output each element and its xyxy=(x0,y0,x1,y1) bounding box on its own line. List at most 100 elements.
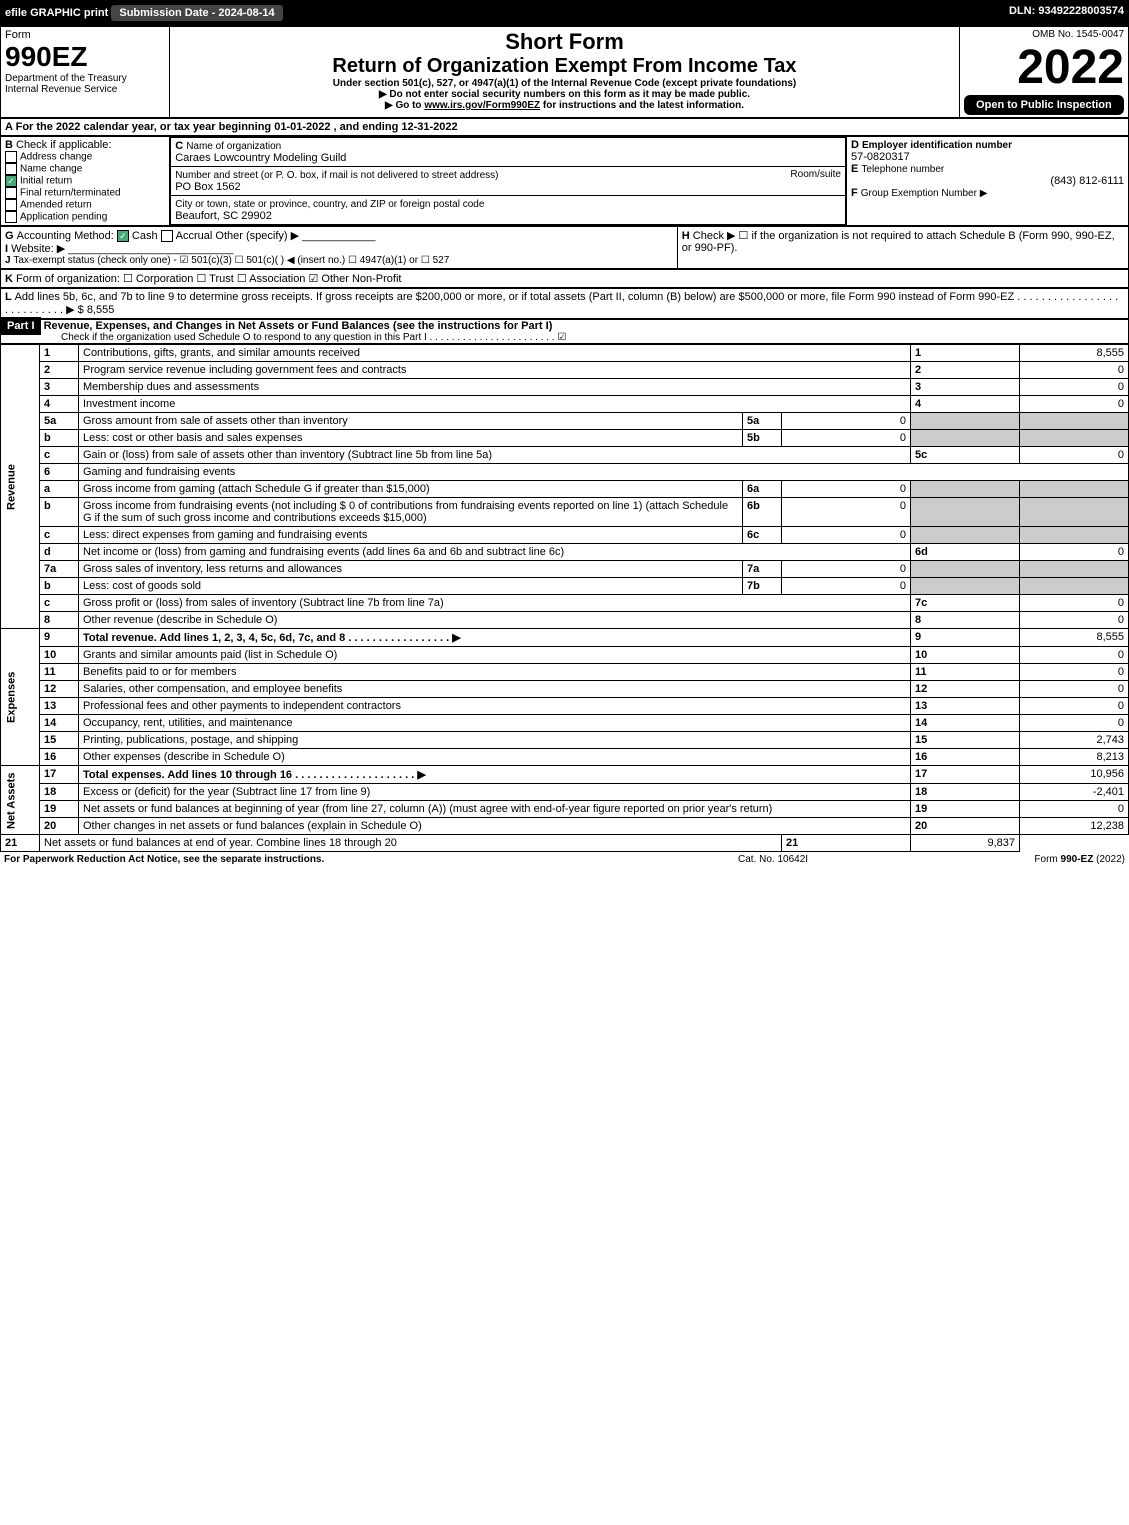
line-value: 0 xyxy=(1020,681,1129,698)
line-num: 18 xyxy=(40,784,79,801)
b-opt-2[interactable]: ✓ xyxy=(5,175,17,187)
phone: (843) 812-6111 xyxy=(851,175,1124,187)
line-num: 7a xyxy=(40,561,79,578)
line-num: 21 xyxy=(1,835,40,852)
cat: Cat. No. 10642I xyxy=(734,852,909,867)
short-form: Short Form xyxy=(174,29,955,55)
line-num: b xyxy=(40,578,79,595)
line-text: Excess or (deficit) for the year (Subtra… xyxy=(79,784,911,801)
form-label: Form xyxy=(5,29,165,41)
city-label: City or town, state or province, country… xyxy=(175,199,484,210)
H: Check ▶ ☐ if the organization is not req… xyxy=(682,230,1115,254)
line-value: 0 xyxy=(1020,595,1129,612)
line-value: 0 xyxy=(1020,544,1129,561)
accrual-checkbox[interactable] xyxy=(161,230,173,242)
L: L Add lines 5b, 6c, and 7b to line 9 to … xyxy=(1,289,1129,319)
line-text: Benefits paid to or for members xyxy=(79,664,911,681)
line-text: Less: cost or other basis and sales expe… xyxy=(79,430,743,447)
line-num: 16 xyxy=(40,749,79,766)
line-text: Professional fees and other payments to … xyxy=(79,698,911,715)
line-value: 0 xyxy=(1020,447,1129,464)
line-value: 0 xyxy=(1020,379,1129,396)
efile-label: efile GRAPHIC print xyxy=(5,7,108,19)
line-value: 0 xyxy=(1020,396,1129,413)
pra: For Paperwork Reduction Act Notice, see … xyxy=(0,852,734,867)
form-header: Form 990EZ Department of the Treasury In… xyxy=(0,26,1129,118)
line-num: 4 xyxy=(40,396,79,413)
line-text: Gross sales of inventory, less returns a… xyxy=(79,561,743,578)
street-label: Number and street (or P. O. box, if mail… xyxy=(175,170,498,181)
line-text: Other expenses (describe in Schedule O) xyxy=(79,749,911,766)
irs-link[interactable]: www.irs.gov/Form990EZ xyxy=(424,100,540,111)
part1-title: Revenue, Expenses, and Changes in Net As… xyxy=(44,320,553,332)
dept: Department of the Treasury xyxy=(5,73,165,84)
cash-checkbox[interactable]: ✓ xyxy=(117,230,129,242)
line-num: c xyxy=(40,527,79,544)
B-label: Check if applicable: xyxy=(16,139,111,151)
line-num: 8 xyxy=(40,612,79,629)
line-value: 8,555 xyxy=(1020,345,1129,362)
line-text: Total revenue. Add lines 1, 2, 3, 4, 5c,… xyxy=(79,629,911,647)
open-public: Open to Public Inspection xyxy=(964,95,1124,115)
line-num: 1 xyxy=(40,345,79,362)
line-value: 9,837 xyxy=(911,835,1020,852)
line-value: 10,956 xyxy=(1020,766,1129,784)
line-text: Other revenue (describe in Schedule O) xyxy=(79,612,911,629)
line-num: 19 xyxy=(40,801,79,818)
line-text: Less: direct expenses from gaming and fu… xyxy=(79,527,743,544)
line-text: Net assets or fund balances at end of ye… xyxy=(40,835,782,852)
section-rev: Revenue xyxy=(1,345,40,629)
line-text: Total expenses. Add lines 10 through 16 … xyxy=(79,766,911,784)
line-num: d xyxy=(40,544,79,561)
line-num: c xyxy=(40,447,79,464)
irs: Internal Revenue Service xyxy=(5,84,165,95)
b-opt-1[interactable] xyxy=(5,163,17,175)
b-opt-4[interactable] xyxy=(5,199,17,211)
line-num: 5a xyxy=(40,413,79,430)
line-text: Other changes in net assets or fund bala… xyxy=(79,818,911,835)
E-label: Telephone number xyxy=(861,164,944,175)
line-num: 6 xyxy=(40,464,79,481)
F-label: Group Exemption Number ▶ xyxy=(861,188,988,199)
line-text: Net income or (loss) from gaming and fun… xyxy=(79,544,911,561)
form-number: 990EZ xyxy=(5,41,165,73)
dln: DLN: 93492228003574 xyxy=(790,1,1128,26)
section-net: Net Assets xyxy=(1,766,40,835)
line-value: 0 xyxy=(1020,698,1129,715)
line-value: 8,555 xyxy=(1020,629,1129,647)
warn1: ▶ Do not enter social security numbers o… xyxy=(174,89,955,100)
line-num: 14 xyxy=(40,715,79,732)
line-text: Investment income xyxy=(79,396,911,413)
line-num: 15 xyxy=(40,732,79,749)
section-exp: Expenses xyxy=(1,629,40,766)
line-text: Gain or (loss) from sale of assets other… xyxy=(79,447,911,464)
line-num: 10 xyxy=(40,647,79,664)
city: Beaufort, SC 29902 xyxy=(175,210,272,222)
submission-date: Submission Date - 2024-08-14 xyxy=(111,5,282,21)
line-value: 0 xyxy=(1020,801,1129,818)
line-value: 8,213 xyxy=(1020,749,1129,766)
line-text: Gross amount from sale of assets other t… xyxy=(79,413,743,430)
line-text: Occupancy, rent, utilities, and maintena… xyxy=(79,715,911,732)
ein: 57-0820317 xyxy=(851,151,1124,163)
line-num: 3 xyxy=(40,379,79,396)
line-num: b xyxy=(40,430,79,447)
line-value: 0 xyxy=(1020,612,1129,629)
line-value: 0 xyxy=(1020,715,1129,732)
line-num: 17 xyxy=(40,766,79,784)
b-opt-3[interactable] xyxy=(5,187,17,199)
line-num: 9 xyxy=(40,629,79,647)
line-num: 11 xyxy=(40,664,79,681)
b-opt-5[interactable] xyxy=(5,211,17,223)
b-opt-0[interactable] xyxy=(5,151,17,163)
footer-form: Form 990-EZ (2022) xyxy=(909,852,1129,867)
form-lines: Revenue1Contributions, gifts, grants, an… xyxy=(0,344,1129,852)
subtitle: Under section 501(c), 527, or 4947(a)(1)… xyxy=(174,78,955,89)
line-num: 13 xyxy=(40,698,79,715)
line-text: Gross profit or (loss) from sales of inv… xyxy=(79,595,911,612)
line-text: Grants and similar amounts paid (list in… xyxy=(79,647,911,664)
line-num: 20 xyxy=(40,818,79,835)
topbar: efile GRAPHIC print Submission Date - 20… xyxy=(0,0,1129,26)
street: PO Box 1562 xyxy=(175,181,240,193)
line-value: 12,238 xyxy=(1020,818,1129,835)
